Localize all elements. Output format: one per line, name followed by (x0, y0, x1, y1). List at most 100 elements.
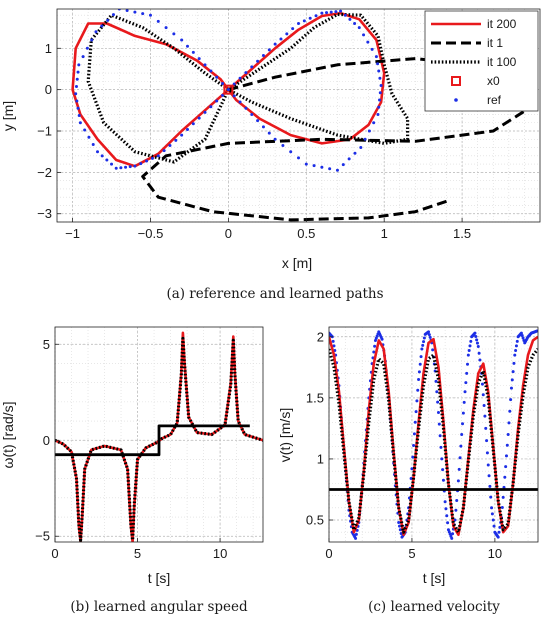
ref-point (156, 154, 160, 158)
ref-point (515, 339, 519, 343)
ref-point (226, 88, 230, 92)
velocity-chart: 0 5 10 0.5 1 1.5 2 t [s] v(t) [m/s] (c) learned v… (277, 326, 539, 615)
ref-point (459, 444, 463, 448)
ref-point (250, 65, 254, 69)
x-tick-label: 1.5 (453, 226, 471, 241)
ref-point (372, 350, 376, 354)
ref-point (414, 410, 418, 414)
legend-label: it 1 (487, 36, 503, 50)
ref-point (469, 339, 473, 343)
ref-point (477, 351, 481, 355)
ref-point (114, 166, 118, 170)
ref-point (461, 411, 465, 415)
ref-point (441, 468, 445, 472)
ref-point (412, 443, 416, 447)
ref-point (379, 84, 383, 88)
ref-point (209, 105, 213, 109)
ref-point (256, 59, 260, 63)
ref-point (232, 94, 236, 98)
ref-point (267, 48, 271, 52)
ref-point (357, 26, 361, 30)
ref-point (422, 340, 426, 344)
ref-point (238, 100, 242, 104)
ref-point (87, 135, 91, 139)
ref-point (520, 334, 524, 338)
ref-point (420, 347, 424, 351)
ref-point (378, 91, 382, 95)
ref-point (490, 512, 494, 516)
ref-point (491, 518, 495, 522)
series-it-100 (55, 336, 263, 542)
legend-item: it 200 (431, 17, 517, 31)
ref-point (250, 112, 254, 116)
ref-point (509, 398, 513, 402)
ref-point (506, 433, 510, 436)
ref-point (431, 348, 435, 352)
ref-point (484, 426, 488, 430)
ref-point (106, 18, 110, 22)
ref-point (486, 463, 490, 467)
x-tick-label: 5 (408, 546, 415, 561)
ref-point (354, 536, 358, 540)
ref-point (475, 338, 479, 342)
ref-point (215, 99, 219, 103)
ref-point (76, 70, 80, 74)
ref-point (329, 10, 333, 14)
legend-x0-swatch (451, 76, 461, 86)
ref-point (78, 121, 82, 125)
ref-point (434, 379, 438, 383)
x-tick-label: 0 (51, 546, 58, 561)
ref-point (172, 32, 176, 36)
ref-point (150, 156, 154, 160)
ref-point (457, 467, 461, 471)
ref-point (505, 443, 509, 447)
legend-box (424, 10, 539, 112)
ref-point (461, 422, 465, 426)
ref-point (466, 353, 470, 357)
ref-point (427, 330, 431, 334)
ref-point (125, 9, 129, 13)
y-tick-label: −5 (35, 529, 50, 544)
ref-point (398, 528, 402, 532)
y-tick-label: −1 (37, 124, 52, 139)
ref-point (483, 414, 487, 418)
series-layer (329, 329, 538, 540)
ref-point (133, 10, 137, 14)
axes-frame (328, 326, 539, 543)
ref-point (145, 159, 149, 163)
y-tick-label: 0.5 (306, 513, 324, 528)
ref-point (436, 400, 440, 404)
ref-point (168, 143, 172, 147)
ref-point (450, 536, 454, 540)
ref-point (353, 151, 357, 155)
ref-point (481, 393, 485, 397)
ref-point (504, 465, 508, 469)
ref-point (418, 362, 422, 366)
x-tick-label: 0 (325, 546, 332, 561)
ref-point (197, 116, 201, 120)
ref-point (339, 9, 343, 13)
ref-point (478, 358, 482, 362)
y-tick-label: 1.5 (306, 390, 324, 405)
ref-point (232, 82, 236, 86)
x-tick-label: 1 (381, 226, 388, 241)
y-tick-label: 2 (317, 329, 324, 344)
ref-point (148, 13, 152, 17)
ref-point (428, 335, 432, 339)
x-tick-label: −0.5 (138, 226, 164, 241)
y-tick-label: 1 (45, 41, 52, 56)
ref-point (512, 361, 516, 365)
ref-point (273, 137, 277, 141)
ref-point (466, 362, 470, 366)
ref-point (415, 399, 419, 403)
ref-point (455, 498, 459, 502)
ref-point (460, 433, 464, 436)
ref-point (488, 484, 492, 488)
ref-point (174, 138, 178, 142)
ref-point (347, 157, 351, 161)
ref-point (372, 121, 376, 125)
ref-point (185, 44, 189, 48)
x-tick-label: 10 (488, 546, 502, 561)
ref-point (417, 378, 421, 382)
ref-point (81, 55, 85, 59)
